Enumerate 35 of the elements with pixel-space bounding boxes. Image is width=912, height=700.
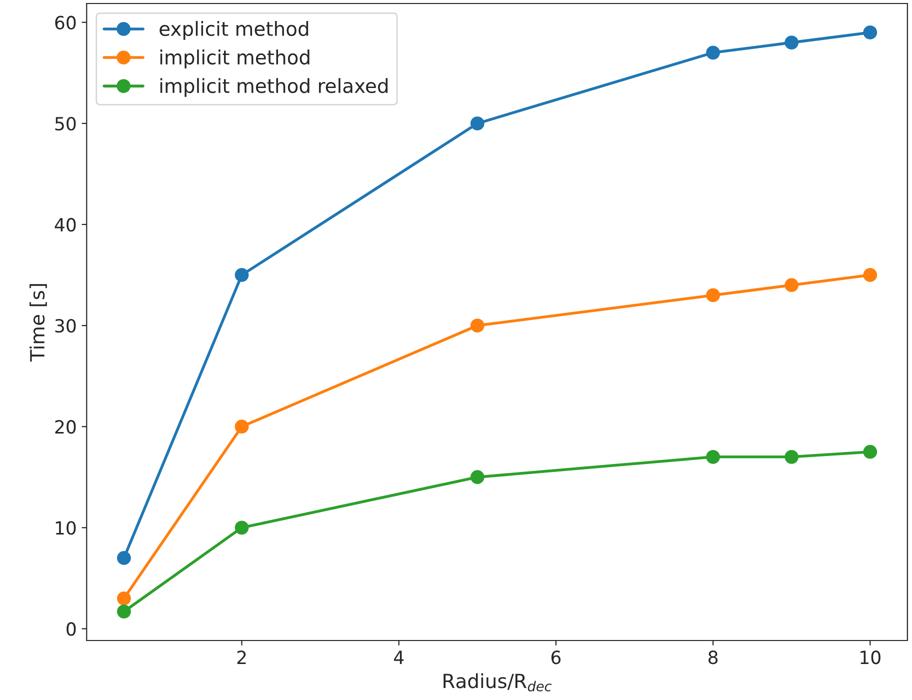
x-tick-label: 4 xyxy=(394,650,404,664)
point xyxy=(784,450,799,464)
legend-label: implicit method xyxy=(160,50,310,68)
point xyxy=(470,470,484,484)
point xyxy=(234,420,249,434)
x-axis-title: Radius/R$_{dec}$ xyxy=(444,673,552,692)
x-tick-label: 8 xyxy=(708,650,718,664)
point xyxy=(784,278,799,292)
y-tick-label: 30 xyxy=(55,318,76,333)
x-tick-label: 10 xyxy=(860,650,880,664)
y-tick-label: 50 xyxy=(55,116,76,131)
y-tick-label: 20 xyxy=(55,420,76,434)
point xyxy=(863,268,878,282)
point xyxy=(863,26,878,40)
point xyxy=(117,591,131,606)
point xyxy=(784,36,799,50)
legend-label: explicit method xyxy=(160,21,308,40)
point xyxy=(470,116,484,130)
y-tick-label: 10 xyxy=(56,521,76,535)
point xyxy=(117,551,131,565)
point xyxy=(234,520,249,535)
point xyxy=(234,268,249,282)
x-tick-label: 2 xyxy=(237,650,246,664)
y-axis-title: Time [s] xyxy=(30,284,47,362)
point xyxy=(863,444,878,459)
legend-label: implicit method relaxed xyxy=(160,78,388,97)
y-tick-label: 60 xyxy=(55,16,76,30)
y-tick-label: 40 xyxy=(54,218,76,232)
x-tick-label: 6 xyxy=(551,650,561,664)
point xyxy=(470,318,484,332)
point xyxy=(706,450,720,464)
point xyxy=(706,46,720,60)
y-tick-label: 0 xyxy=(66,622,76,636)
point xyxy=(117,604,131,618)
point xyxy=(706,288,720,302)
